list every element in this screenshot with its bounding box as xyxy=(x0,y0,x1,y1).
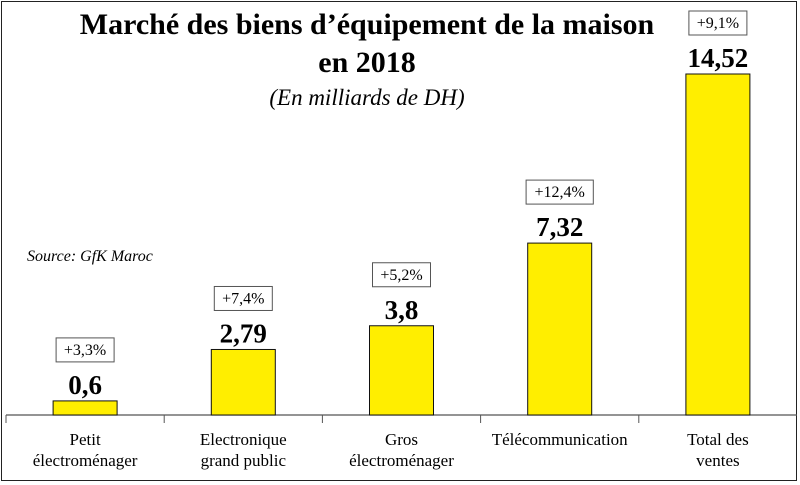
growth-box-0 xyxy=(55,337,115,363)
bar-3 xyxy=(527,242,593,416)
category-label-line: ventes xyxy=(696,451,739,470)
growth-label-2: +5,2% xyxy=(380,267,422,284)
growth-box-4 xyxy=(688,10,748,36)
bar-0 xyxy=(52,400,118,416)
value-label-2: 3,8 xyxy=(385,295,419,325)
growth-box-3 xyxy=(525,179,594,205)
bar-1 xyxy=(210,348,276,416)
category-label-line: grand public xyxy=(201,451,287,470)
title-line-2: en 2018 xyxy=(318,46,416,79)
growth-box-1 xyxy=(213,285,273,311)
value-label-1: 2,79 xyxy=(220,318,267,348)
title-line-1: Marché des biens d’équipement de la mais… xyxy=(79,8,655,41)
category-label-line: électroménager xyxy=(33,451,138,470)
category-label-4: Total des ventes xyxy=(687,430,749,470)
growth-box-2 xyxy=(372,262,431,288)
category-label-line: Télécommunication xyxy=(492,430,628,449)
value-label-4: 14,52 xyxy=(688,43,749,73)
category-label-line: Total des xyxy=(687,430,749,449)
bar-4 xyxy=(685,73,751,416)
source-note: Source: GfK Maroc xyxy=(27,248,153,265)
growth-label-4: +9,1% xyxy=(697,15,739,32)
growth-label-3: +12,4% xyxy=(535,184,585,201)
chart-title: Marché des biens d’équipement de la mais… xyxy=(2,6,732,82)
bar-2 xyxy=(369,325,434,416)
growth-label-0: +3,3% xyxy=(64,342,106,359)
category-label-line: Gros xyxy=(385,430,418,449)
chart-subtitle: (En milliards de DH) xyxy=(269,85,465,110)
category-label-1: Electronique grand public xyxy=(200,430,287,470)
value-label-3: 7,32 xyxy=(536,212,583,242)
category-label-2: Gros électroménager xyxy=(349,430,454,470)
category-label-0: Petit électroménager xyxy=(33,430,138,470)
category-label-line: électroménager xyxy=(349,451,454,470)
growth-label-1: +7,4% xyxy=(222,290,264,307)
category-label-line: Electronique xyxy=(200,430,287,449)
value-label-0: 0,6 xyxy=(68,370,102,400)
category-label-line: Petit xyxy=(70,430,101,449)
category-label-3: Télécommunication xyxy=(492,430,628,449)
